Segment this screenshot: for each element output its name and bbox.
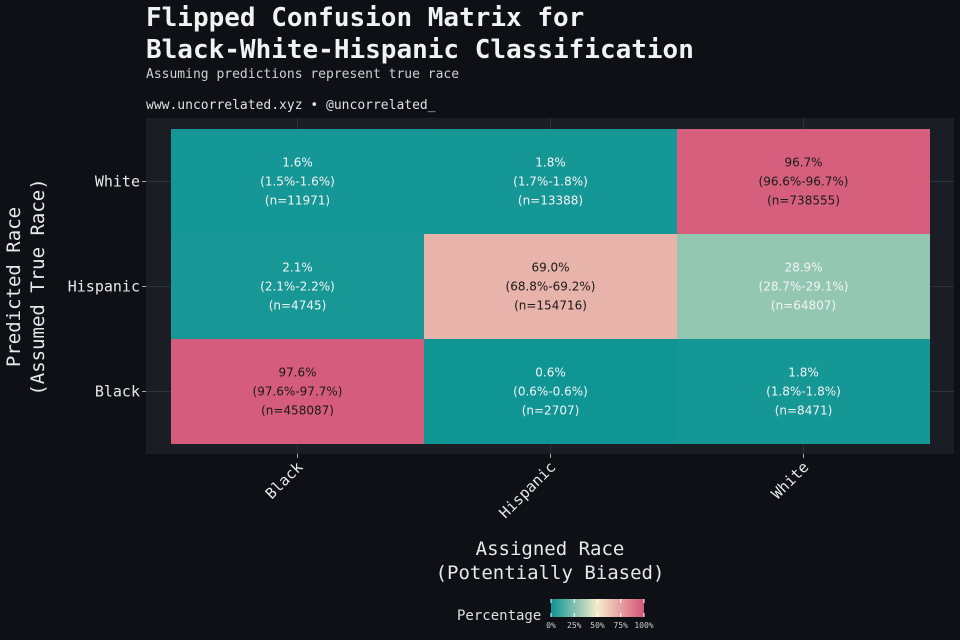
y-tick-label: White: [95, 173, 140, 191]
cell-count: (n=13388): [518, 194, 583, 208]
cell-confidence-interval: (97.6%-97.7%): [253, 385, 343, 399]
x-tick-label: White: [768, 458, 813, 503]
cell-count: (n=738555): [767, 194, 840, 208]
cell-confidence-interval: (2.1%-2.2%): [260, 280, 335, 294]
cell-confidence-interval: (68.8%-69.2%): [506, 280, 596, 294]
heatmap-cell: [424, 339, 677, 444]
legend-colorbar: [551, 599, 644, 617]
heatmap-cell: [424, 129, 677, 234]
y-tick-label: Black: [95, 383, 140, 401]
cell-percentage: 2.1%: [282, 261, 313, 275]
cell-count: (n=8471): [775, 404, 833, 418]
cell-percentage: 28.9%: [784, 261, 822, 275]
cell-percentage: 97.6%: [278, 366, 316, 380]
cell-count: (n=4745): [269, 299, 327, 313]
legend-tick-label: 25%: [567, 621, 582, 630]
cell-labels: 1.6% (1.5%-1.6%) (n=11971) 1.8% (1.7%-1.8%) (…: [253, 156, 849, 418]
x-axis-title-line-1: Assigned Race: [476, 538, 625, 560]
heatmap-cell: [677, 339, 930, 444]
cell-count: (n=154716): [514, 299, 587, 313]
cell-percentage: 1.8%: [788, 366, 819, 380]
cell-percentage: 0.6%: [535, 366, 566, 380]
chart-subtitle: Assuming predictions represent true race: [146, 67, 459, 82]
x-axis-title-line-2: (Potentially Biased): [436, 562, 665, 584]
heatmap-cell: [171, 129, 424, 234]
x-axis-ticks: Black Hispanic White: [262, 454, 813, 522]
heatmap-cell: [424, 234, 677, 339]
heatmap-cells: [171, 129, 930, 444]
cell-percentage: 1.6%: [282, 156, 313, 170]
y-tick-label: Hispanic: [68, 278, 140, 296]
y-axis-title-line-1: Predicted Race: [3, 207, 25, 367]
cell-confidence-interval: (0.6%-0.6%): [513, 385, 588, 399]
chart-caption: www.uncorrelated.xyz • @uncorrelated_: [146, 98, 436, 113]
heatmap-cell: [171, 339, 424, 444]
cell-count: (n=2707): [522, 404, 580, 418]
legend-tick-label: 75%: [614, 621, 629, 630]
cell-confidence-interval: (1.7%-1.8%): [513, 175, 588, 189]
cell-count: (n=11971): [265, 194, 330, 208]
cell-confidence-interval: (28.7%-29.1%): [759, 280, 849, 294]
legend-tick-label: 50%: [590, 621, 605, 630]
cell-percentage: 96.7%: [784, 156, 822, 170]
cell-confidence-interval: (1.8%-1.8%): [766, 385, 841, 399]
cell-count: (n=64807): [771, 299, 836, 313]
chart-title-line-1: Flipped Confusion Matrix for: [146, 3, 584, 33]
legend-title: Percentage: [457, 608, 541, 624]
heatmap-cell: [171, 234, 424, 339]
x-tick-label: Hispanic: [496, 458, 560, 522]
legend-tick-label: 0%: [546, 621, 556, 630]
cell-percentage: 69.0%: [531, 261, 569, 275]
heatmap-cell: [677, 234, 930, 339]
cell-count: (n=458087): [261, 404, 334, 418]
chart-title-line-2: Black-White-Hispanic Classification: [146, 35, 694, 65]
cell-percentage: 1.8%: [535, 156, 566, 170]
cell-confidence-interval: (96.6%-96.7%): [759, 175, 849, 189]
cell-confidence-interval: (1.5%-1.6%): [260, 175, 335, 189]
y-axis-ticks: White Hispanic Black: [68, 173, 146, 401]
legend-ticks: 0% 25% 50% 75% 100%: [546, 599, 654, 630]
y-axis-title-line-2: (Assumed True Race): [27, 178, 49, 395]
legend-tick-label: 100%: [634, 621, 653, 630]
x-tick-label: Black: [262, 458, 307, 503]
heatmap-cell: [677, 129, 930, 234]
